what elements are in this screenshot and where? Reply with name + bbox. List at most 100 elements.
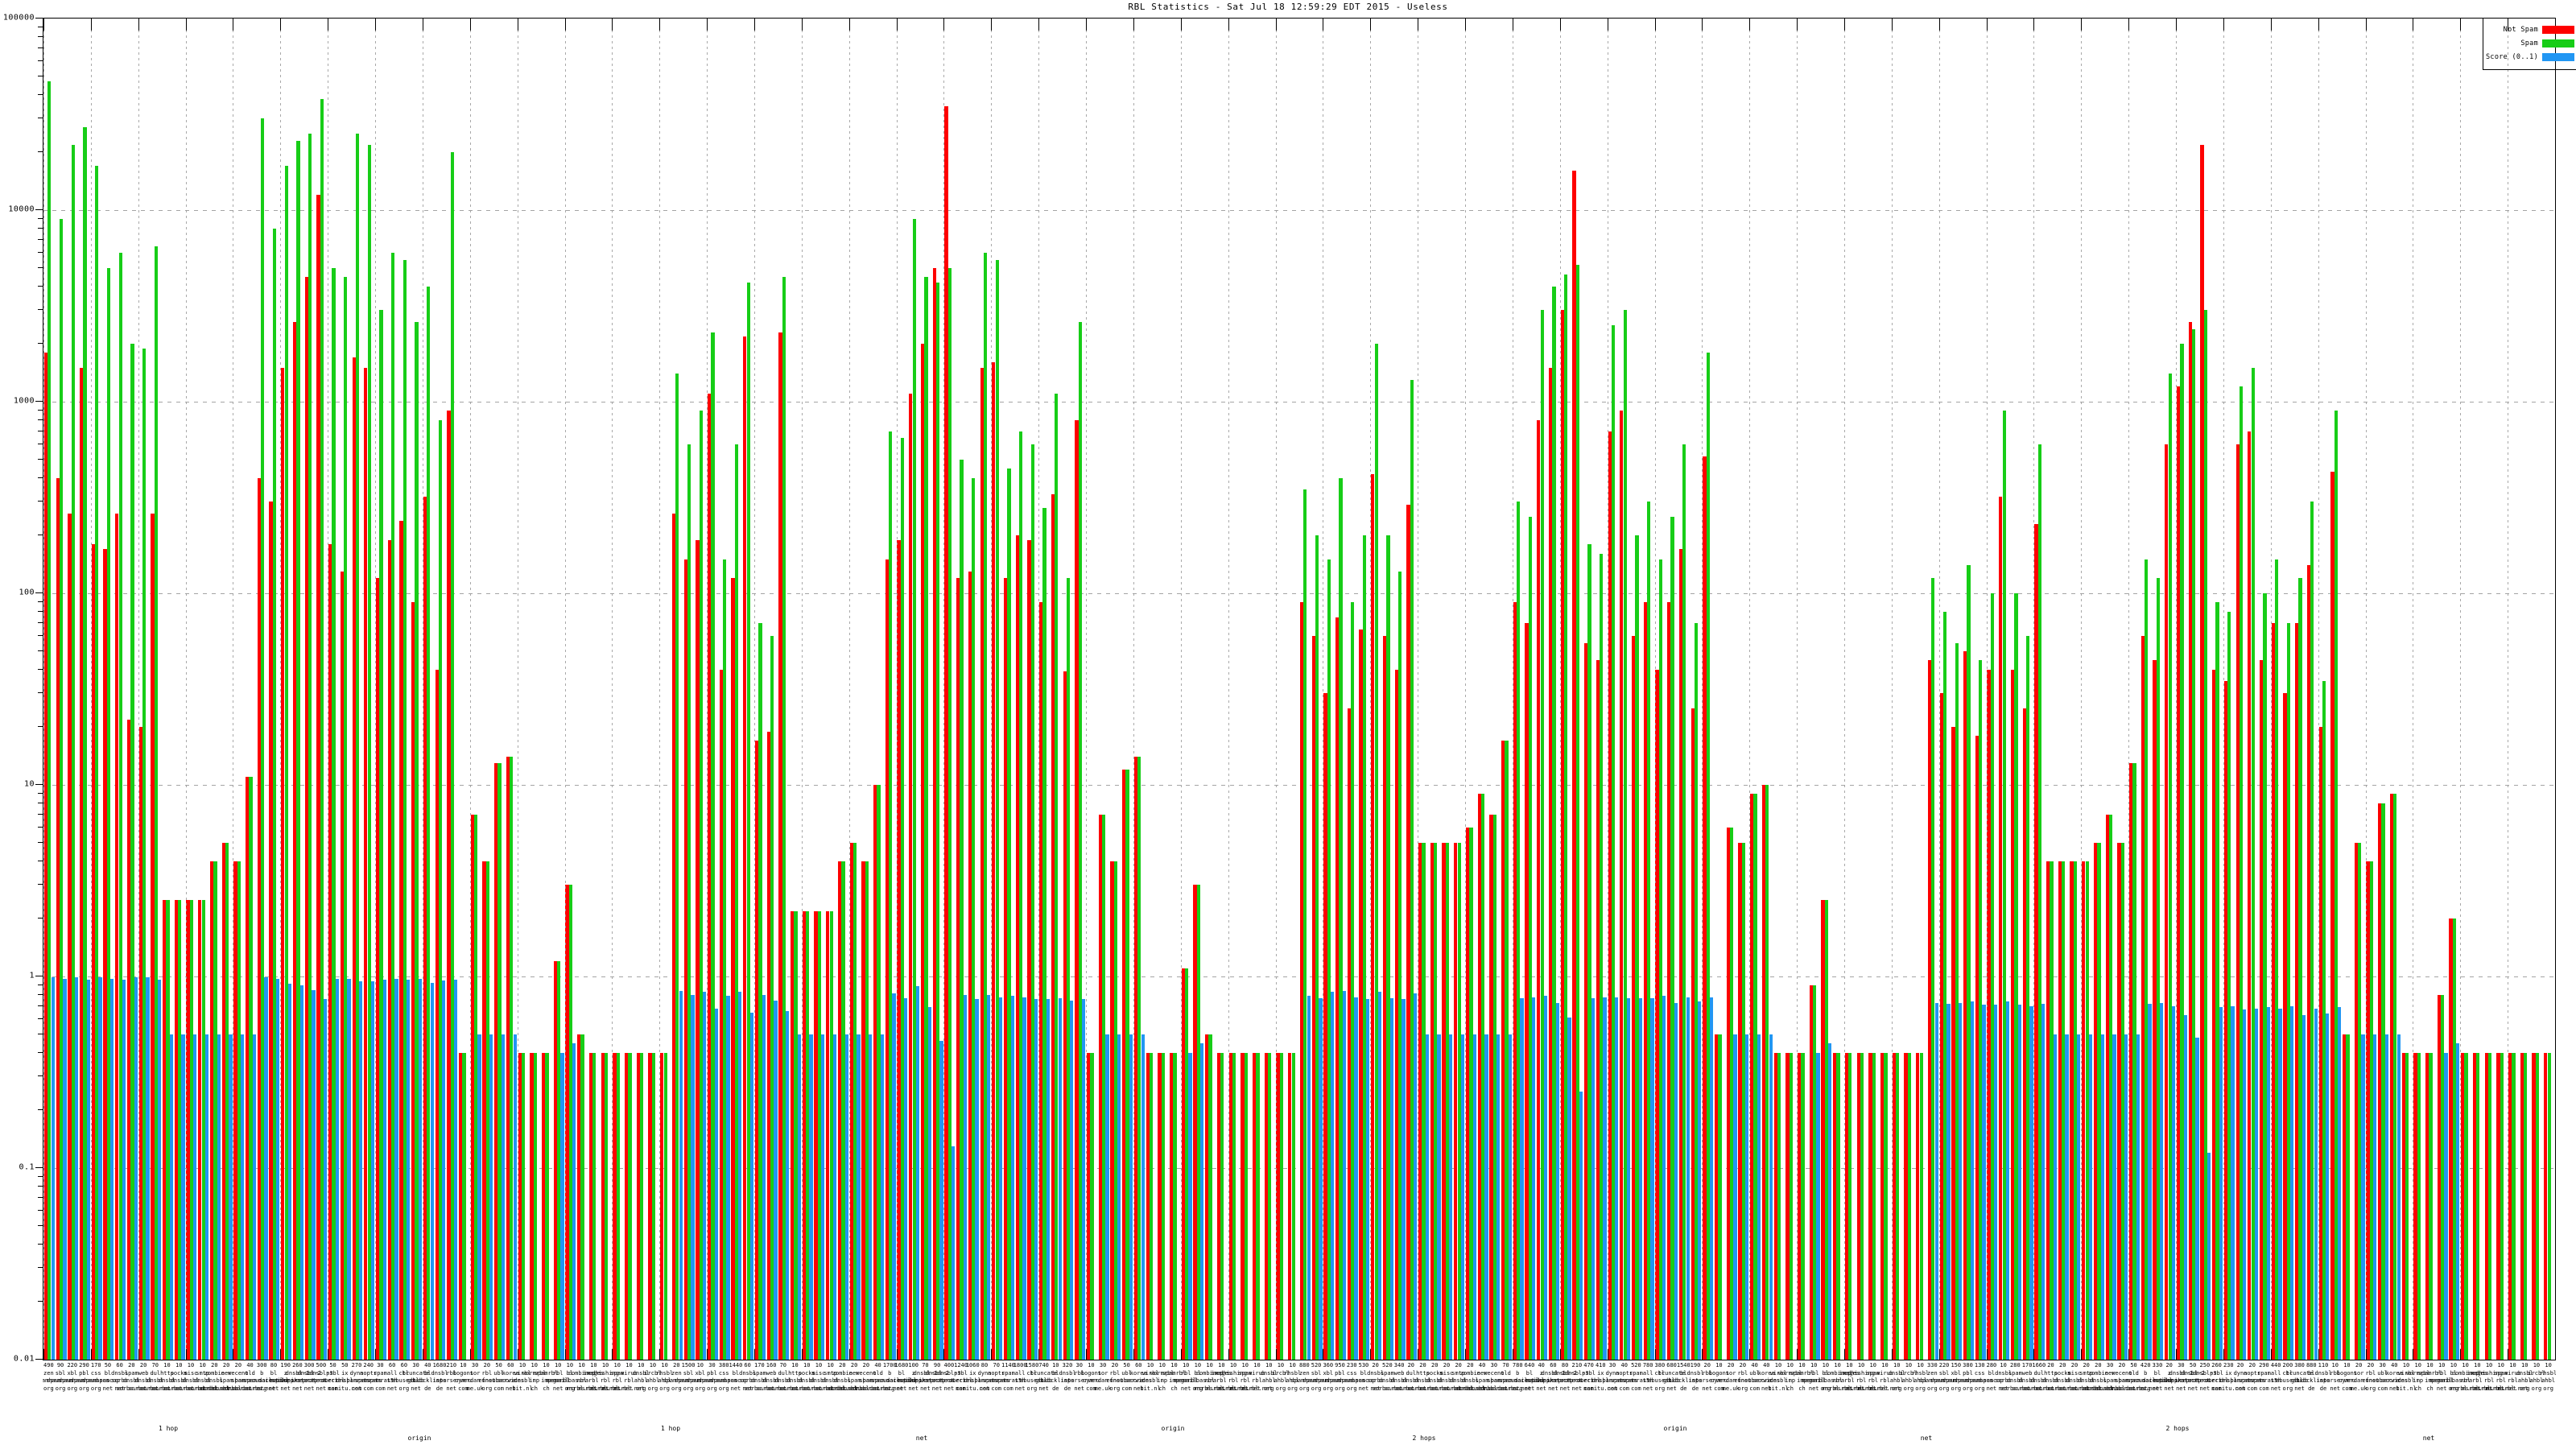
- bar-score[interactable]: [2195, 1037, 2199, 1360]
- bar-group[interactable]: [2330, 19, 2342, 1360]
- bar-not-spam[interactable]: [1430, 842, 1434, 1360]
- bar-group[interactable]: [411, 19, 423, 1360]
- bar-not-spam[interactable]: [91, 544, 95, 1360]
- bar-score[interactable]: [1828, 1042, 1832, 1360]
- bar-spam[interactable]: [1410, 379, 1414, 1360]
- bar-group[interactable]: [43, 19, 56, 1360]
- bar-group[interactable]: [506, 19, 518, 1360]
- bar-score[interactable]: [2112, 1034, 2116, 1360]
- bar-group[interactable]: [2520, 19, 2532, 1360]
- bar-spam[interactable]: [616, 1052, 620, 1360]
- bar-spam[interactable]: [2085, 861, 2089, 1360]
- bar-spam[interactable]: [1789, 1052, 1793, 1360]
- bar-spam[interactable]: [2322, 680, 2326, 1360]
- bar-group[interactable]: [553, 19, 565, 1360]
- bar-spam[interactable]: [1220, 1052, 1224, 1360]
- bar-spam[interactable]: [1801, 1052, 1805, 1360]
- bar-group[interactable]: [2413, 19, 2425, 1360]
- bar-group[interactable]: [1702, 19, 1714, 1360]
- bar-group[interactable]: [2472, 19, 2484, 1360]
- bar-spam[interactable]: [770, 635, 774, 1360]
- bar-not-spam[interactable]: [2378, 803, 2382, 1360]
- bar-score[interactable]: [2326, 1013, 2330, 1360]
- bar-group[interactable]: [1146, 19, 1158, 1360]
- bar-spam[interactable]: [972, 477, 976, 1360]
- bar-score[interactable]: [1662, 996, 1666, 1360]
- bar-spam[interactable]: [699, 410, 703, 1360]
- bar-not-spam[interactable]: [1323, 693, 1327, 1360]
- bar-not-spam[interactable]: [1726, 827, 1730, 1360]
- bar-group[interactable]: [1299, 19, 1311, 1360]
- bar-group[interactable]: [2081, 19, 2093, 1360]
- bar-score[interactable]: [2005, 1001, 2010, 1360]
- bar-spam[interactable]: [1658, 559, 1662, 1360]
- bar-group[interactable]: [825, 19, 837, 1360]
- bar-group[interactable]: [103, 19, 115, 1360]
- bar-not-spam[interactable]: [1205, 1034, 1209, 1360]
- bar-group[interactable]: [150, 19, 162, 1360]
- bar-score[interactable]: [1058, 998, 1062, 1360]
- bar-spam[interactable]: [746, 282, 750, 1360]
- bar-group[interactable]: [2318, 19, 2330, 1360]
- bar-spam[interactable]: [1185, 968, 1189, 1360]
- bar-group[interactable]: [1690, 19, 1703, 1360]
- bar-spam[interactable]: [1979, 659, 1983, 1360]
- bar-score[interactable]: [963, 995, 968, 1360]
- bar-group[interactable]: [2366, 19, 2378, 1360]
- bar-spam[interactable]: [2476, 1052, 2480, 1360]
- bar-not-spam[interactable]: [103, 549, 107, 1360]
- bar-not-spam[interactable]: [2034, 523, 2038, 1360]
- bar-score[interactable]: [1342, 991, 1346, 1360]
- bar-group[interactable]: [363, 19, 375, 1360]
- bar-group[interactable]: [1181, 19, 1193, 1360]
- bar-spam[interactable]: [284, 166, 288, 1360]
- bar-spam[interactable]: [189, 900, 194, 1360]
- bar-score[interactable]: [1555, 1002, 1559, 1360]
- bar-spam[interactable]: [1173, 1052, 1177, 1360]
- bar-spam[interactable]: [2405, 1052, 2409, 1360]
- bar-not-spam[interactable]: [1110, 861, 1114, 1360]
- bar-not-spam[interactable]: [269, 502, 273, 1360]
- bar-spam[interactable]: [1942, 612, 1947, 1360]
- bar-spam[interactable]: [1813, 985, 1817, 1360]
- bar-group[interactable]: [1204, 19, 1216, 1360]
- bar-not-spam[interactable]: [2117, 842, 2121, 1360]
- bar-spam[interactable]: [1113, 861, 1117, 1360]
- bar-group[interactable]: [2425, 19, 2437, 1360]
- bar-score[interactable]: [2337, 1007, 2342, 1360]
- bar-group[interactable]: [1051, 19, 1063, 1360]
- bar-spam[interactable]: [1030, 444, 1034, 1360]
- bar-not-spam[interactable]: [1548, 368, 1553, 1360]
- bar-group[interactable]: [1987, 19, 1999, 1360]
- bar-not-spam[interactable]: [2058, 861, 2062, 1360]
- bar-spam[interactable]: [2145, 559, 2149, 1360]
- bar-not-spam[interactable]: [601, 1052, 605, 1360]
- bar-spam[interactable]: [2120, 842, 2124, 1360]
- bar-spam[interactable]: [2014, 593, 2018, 1360]
- bar-not-spam[interactable]: [2318, 727, 2322, 1360]
- bar-not-spam[interactable]: [1347, 708, 1351, 1360]
- bar-group[interactable]: [1608, 19, 1620, 1360]
- bar-not-spam[interactable]: [2413, 1052, 2417, 1360]
- bar-group[interactable]: [885, 19, 897, 1360]
- bar-spam[interactable]: [1007, 468, 1011, 1360]
- bar-not-spam[interactable]: [1228, 1052, 1232, 1360]
- bar-not-spam[interactable]: [1406, 504, 1410, 1360]
- bar-not-spam[interactable]: [1241, 1052, 1245, 1360]
- bar-group[interactable]: [138, 19, 151, 1360]
- bar-score[interactable]: [2278, 1008, 2282, 1360]
- bar-group[interactable]: [2235, 19, 2248, 1360]
- bar-spam[interactable]: [758, 622, 762, 1360]
- bar-spam[interactable]: [1374, 344, 1378, 1360]
- bar-score[interactable]: [2231, 1005, 2235, 1360]
- bar-spam[interactable]: [2227, 612, 2231, 1360]
- bar-not-spam[interactable]: [447, 410, 451, 1360]
- bar-spam[interactable]: [687, 444, 691, 1360]
- bar-group[interactable]: [2484, 19, 2496, 1360]
- bar-not-spam[interactable]: [328, 544, 332, 1360]
- bar-not-spam[interactable]: [754, 741, 759, 1360]
- bar-spam[interactable]: [1623, 310, 1627, 1360]
- bar-group[interactable]: [186, 19, 198, 1360]
- bar-not-spam[interactable]: [2212, 669, 2216, 1360]
- bar-score[interactable]: [1946, 1003, 1951, 1360]
